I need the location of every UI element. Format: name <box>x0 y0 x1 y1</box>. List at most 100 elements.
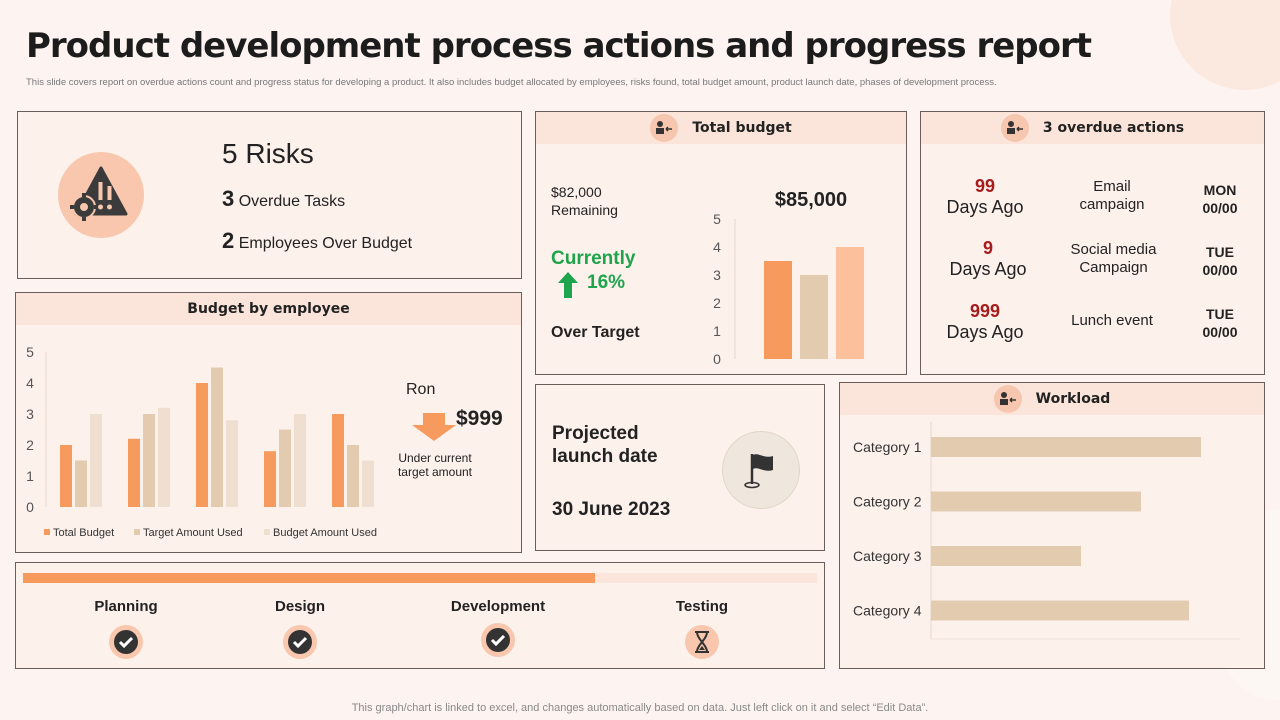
category-label: Category 2 <box>853 494 922 510</box>
bar <box>75 460 87 507</box>
bar <box>60 445 72 507</box>
bar <box>764 261 792 359</box>
bar <box>226 420 238 507</box>
budget-by-employee-panel: Budget by employee 0 1 2 3 4 5 Total Budget Tar… <box>15 292 522 553</box>
overdue-row: 999 Days Ago Lunch event TUE 00/00 <box>921 301 1266 351</box>
footer-note: This graph/chart is linked to excel, and… <box>351 702 929 714</box>
callout-note-line-1: Under current <box>398 451 472 465</box>
y-tick-label: 0 <box>26 499 34 515</box>
overdue-row: 9 Days Ago Social media Campaign TUE 00/… <box>921 238 1266 288</box>
callout-name: Ron <box>406 381 436 398</box>
bar <box>800 275 828 359</box>
workload-chart: Category 1 Category 2 Category 3 Category 4 <box>853 422 1240 640</box>
hourglass-icon <box>685 625 719 659</box>
launch-label: Projected launch date <box>552 422 658 468</box>
y-tick-label: 5 <box>713 211 721 227</box>
workload-header: Workload <box>840 383 1264 415</box>
days-count: 9 <box>982 238 993 258</box>
category-label: Category 4 <box>853 603 922 619</box>
bar <box>90 414 102 507</box>
overdue-tasks-line: 3 Overdue Tasks <box>222 186 345 212</box>
bar <box>931 600 1189 621</box>
budget-by-employee-title: Budget by employee <box>187 301 350 317</box>
bar <box>294 414 306 507</box>
bar <box>211 367 223 507</box>
launch-date-panel: Projected launch date 30 June 2023 <box>535 384 825 551</box>
legend-swatch <box>264 529 270 535</box>
task-name-line-2: campaign <box>1079 196 1145 213</box>
due-day: TUE <box>1206 306 1234 322</box>
task-name-line-1: Social media <box>1070 241 1157 258</box>
days-count: 99 <box>974 176 996 196</box>
phase-item: Development <box>438 598 558 657</box>
bar <box>128 438 140 507</box>
overdue-tasks-label: Overdue Tasks <box>238 193 346 210</box>
total-budget-header: Total budget <box>536 112 906 144</box>
percent-value: 16% <box>587 272 626 293</box>
legend-label: Budget Amount Used <box>273 527 377 539</box>
y-tick-label: 4 <box>713 239 721 255</box>
up-arrow-icon <box>558 272 578 303</box>
total-budget-chart: $85,000 0 1 2 3 4 5 <box>713 189 864 367</box>
risk-warning-icon <box>58 152 144 238</box>
category-label: Category 1 <box>853 439 922 455</box>
bar <box>158 407 170 507</box>
legend-swatch <box>134 529 140 535</box>
legend-label: Target Amount Used <box>143 527 243 539</box>
over-budget-line: 2 Employees Over Budget <box>222 228 412 254</box>
bar <box>196 383 208 507</box>
currently-label: Currently <box>551 248 636 269</box>
risks-label: Risks <box>245 138 314 169</box>
over-budget-label: Employees Over Budget <box>238 235 413 252</box>
y-tick-label: 5 <box>26 344 34 360</box>
phase-progress-track <box>23 573 817 583</box>
bar <box>264 451 276 507</box>
page-title: Product development process actions and … <box>26 26 1092 66</box>
y-tick-label: 4 <box>26 375 34 391</box>
days-label: Days Ago <box>946 322 1024 342</box>
check-icon <box>283 625 317 659</box>
bar <box>279 429 291 507</box>
budget-by-employee-header: Budget by employee <box>16 293 521 325</box>
callout-note-line-2: target amount <box>397 465 473 479</box>
days-label: Days Ago <box>949 259 1027 279</box>
total-budget-panel: Total budget $82,000 Remaining Currently… <box>535 111 907 375</box>
launch-date: 30 June 2023 <box>552 499 671 520</box>
risks-count: 5 <box>222 138 238 169</box>
overdue-tasks-count: 3 <box>222 186 235 211</box>
launch-label-line-2: launch date <box>552 446 658 467</box>
check-icon <box>481 623 515 657</box>
overdue-icon <box>1000 114 1029 142</box>
phase-item: Planning <box>76 598 176 659</box>
y-tick-label: 2 <box>713 295 721 311</box>
bar <box>332 414 344 507</box>
phase-label: Development <box>450 598 546 615</box>
overdue-actions-title: 3 overdue actions <box>1042 120 1185 136</box>
phase-item: Testing <box>652 598 752 659</box>
risks-summary-panel: 5 Risks 3 Overdue Tasks 2 Employees Over… <box>17 111 522 279</box>
budget-icon <box>650 114 679 142</box>
bar <box>931 491 1141 512</box>
phase-item: Design <box>250 598 350 659</box>
down-arrow-icon <box>412 413 456 446</box>
phases-panel: Planning Design Development Testing <box>15 562 825 669</box>
check-icon <box>109 625 143 659</box>
task-name-line-1: Email <box>1093 178 1131 195</box>
page-subtitle: This slide covers report on overdue acti… <box>26 77 997 88</box>
over-budget-count: 2 <box>222 228 235 253</box>
bar <box>362 460 374 507</box>
over-target-label: Over Target <box>551 324 640 341</box>
bar <box>931 546 1081 566</box>
y-tick-label: 0 <box>713 351 721 367</box>
chart-title: $85,000 <box>775 189 847 211</box>
due-date: 00/00 <box>1202 324 1238 340</box>
task-name-line-1: Lunch event <box>1071 312 1153 329</box>
callout-note: Under current target amount <box>386 451 484 479</box>
workload-title: Workload <box>1035 391 1111 407</box>
category-label: Category 3 <box>853 548 922 564</box>
bar <box>347 445 359 507</box>
y-tick-label: 3 <box>26 406 34 422</box>
due-date: 00/00 <box>1202 200 1238 216</box>
callout-amount: $999 <box>456 407 503 430</box>
overdue-actions-header: 3 overdue actions <box>921 112 1264 144</box>
